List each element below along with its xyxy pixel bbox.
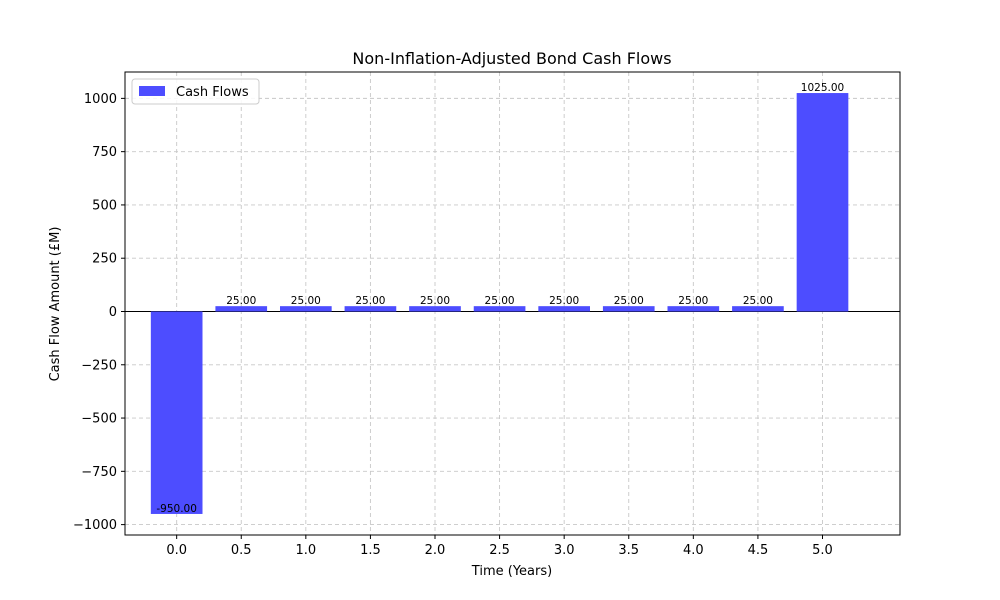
y-axis-ticks: −1000 −750 −500 −250 0 250 500 750 1000 [73, 92, 125, 533]
bar-value-label: 25.00 [614, 295, 644, 307]
bar [538, 306, 590, 312]
bar [732, 306, 784, 312]
bar [667, 306, 720, 312]
x-tick-label: 4.5 [748, 543, 769, 558]
x-tick-label: 3.0 [554, 543, 575, 558]
legend-swatch [139, 86, 165, 96]
bar [602, 306, 655, 312]
bar-value-label: 25.00 [743, 295, 773, 307]
bar-value-labels: -950.00 25.00 25.00 25.00 25.00 25.00 25.00 25.… [156, 82, 844, 515]
y-tick-label: −750 [81, 465, 117, 480]
legend-frame [131, 78, 260, 105]
plot-frame [124, 71, 901, 536]
x-tick-label: 5.0 [812, 543, 833, 558]
bar-value-label: 25.00 [485, 295, 515, 307]
legend-label: Cash Flows [176, 85, 249, 100]
bar-value-label: 25.00 [420, 295, 450, 307]
y-tick-label: −1000 [73, 518, 117, 533]
y-tick-label: 500 [92, 198, 117, 213]
y-tick-label: 1000 [84, 92, 117, 107]
bars [150, 93, 849, 514]
bar-value-label: -950.00 [156, 503, 197, 515]
bar [796, 93, 849, 312]
y-axis-label: Cash Flow Amount (£M) [48, 227, 63, 382]
bar [280, 306, 332, 312]
chart-title: Non-Inflation-Adjusted Bond Cash Flows [352, 49, 671, 68]
x-tick-label: 4.0 [683, 543, 704, 558]
bar [473, 306, 526, 312]
y-tick-label: −500 [81, 412, 117, 427]
bar-value-label: 25.00 [678, 295, 708, 307]
x-tick-label: 2.5 [489, 543, 510, 558]
bar-value-label: 25.00 [291, 295, 321, 307]
bar [150, 311, 203, 514]
y-tick-label: 750 [92, 145, 117, 160]
bar-value-label: 25.00 [355, 295, 385, 307]
y-tick-label: 0 [109, 305, 117, 320]
bar [215, 306, 268, 312]
x-axis-label: Time (Years) [471, 564, 552, 579]
x-axis-ticks: 0.0 0.5 1.0 1.5 2.0 2.5 3.0 3.5 4.0 4.5 5.0 [166, 535, 833, 558]
x-tick-label: 0.0 [166, 543, 187, 558]
bar-value-label: 25.00 [226, 295, 256, 307]
bar-value-label: 25.00 [549, 295, 579, 307]
bar-value-label: 1025.00 [801, 82, 844, 94]
x-tick-label: 0.5 [231, 543, 252, 558]
y-tick-label: 250 [92, 252, 117, 267]
x-tick-label: 3.5 [618, 543, 639, 558]
bar [344, 306, 397, 312]
x-tick-label: 2.0 [425, 543, 446, 558]
legend: Cash Flows [131, 78, 260, 105]
x-tick-label: 1.5 [360, 543, 381, 558]
x-tick-label: 1.0 [295, 543, 316, 558]
bar [409, 306, 461, 312]
y-tick-label: −250 [81, 358, 117, 373]
